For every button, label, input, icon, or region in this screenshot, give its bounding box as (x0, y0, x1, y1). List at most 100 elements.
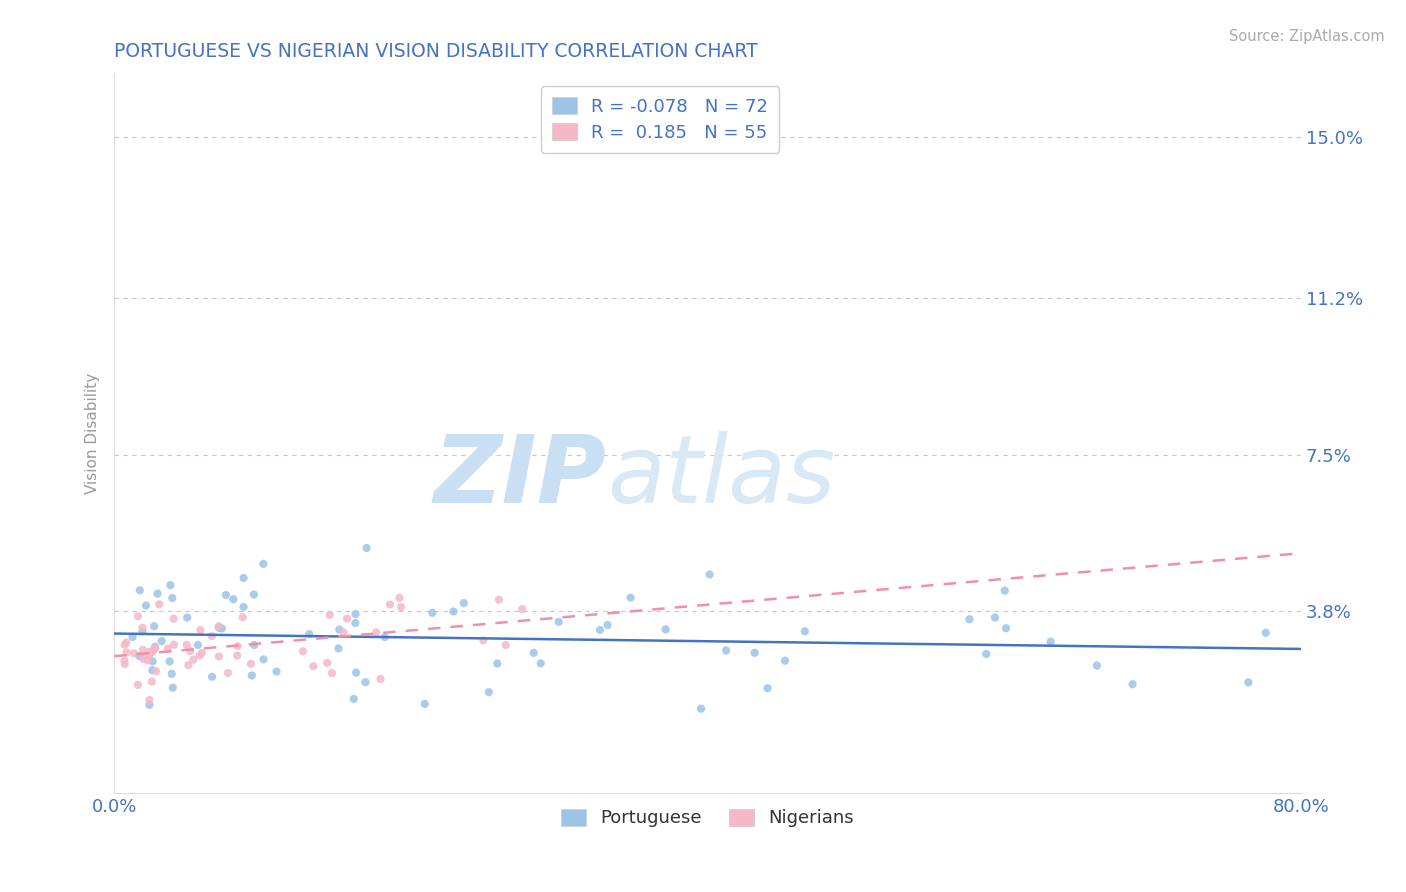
Point (145, 665, 167, 679)
Point (370, 672, 392, 686)
Point (142, 654, 165, 668)
Point (472, 633, 495, 648)
Point (995, 621, 1018, 635)
Point (523, 646, 546, 660)
Point (344, 615, 367, 630)
Point (547, 615, 569, 629)
Point (984, 610, 1007, 624)
Point (292, 644, 315, 658)
Point (163, 638, 186, 652)
Point (389, 600, 412, 615)
Point (793, 624, 815, 639)
Point (240, 668, 263, 682)
Text: PORTUGUESE VS NIGERIAN VISION DISABILITY CORRELATION CHART: PORTUGUESE VS NIGERIAN VISION DISABILITY… (114, 42, 758, 61)
Point (1122, 677, 1144, 691)
Point (354, 675, 377, 690)
Point (336, 612, 359, 626)
Point (217, 666, 239, 681)
Point (150, 634, 173, 648)
Point (298, 627, 321, 641)
Point (495, 638, 517, 652)
Point (232, 571, 254, 585)
Point (239, 657, 262, 671)
Point (443, 605, 465, 619)
Point (1254, 625, 1277, 640)
Point (138, 693, 160, 707)
Point (143, 640, 166, 654)
Point (510, 602, 533, 616)
Point (131, 624, 153, 639)
Point (378, 598, 401, 612)
Point (146, 587, 169, 601)
Point (344, 607, 367, 621)
Point (589, 623, 612, 637)
Point (744, 646, 766, 660)
Point (1039, 634, 1062, 648)
Point (374, 630, 396, 644)
Point (478, 685, 501, 699)
Point (139, 644, 162, 658)
Point (141, 645, 163, 659)
Point (243, 638, 266, 652)
Point (188, 648, 211, 663)
Point (366, 625, 388, 640)
Point (266, 665, 288, 679)
Point (190, 623, 212, 637)
Point (215, 588, 238, 602)
Point (176, 610, 198, 624)
Point (773, 654, 796, 668)
Text: ZIP: ZIP (434, 431, 606, 523)
Point (714, 643, 737, 657)
Point (135, 599, 157, 613)
Point (420, 606, 443, 620)
Point (619, 591, 641, 605)
Point (319, 607, 342, 622)
Point (142, 643, 165, 657)
Point (222, 592, 245, 607)
Point (114, 638, 136, 652)
Point (356, 541, 378, 555)
Legend: Portuguese, Nigerians: Portuguese, Nigerians (554, 802, 862, 835)
Point (132, 652, 155, 666)
Point (114, 657, 136, 671)
Point (177, 658, 200, 673)
Point (191, 646, 214, 660)
Point (208, 621, 231, 635)
Point (162, 612, 184, 626)
Point (122, 646, 145, 660)
Point (162, 591, 184, 605)
Point (302, 659, 325, 673)
Point (486, 657, 509, 671)
Point (141, 663, 163, 677)
Point (328, 623, 350, 637)
Point (1237, 675, 1260, 690)
Point (316, 656, 339, 670)
Point (156, 641, 179, 656)
Point (344, 665, 367, 680)
Point (114, 654, 136, 668)
Point (208, 649, 231, 664)
Point (115, 635, 138, 649)
Point (127, 609, 149, 624)
Point (211, 621, 233, 635)
Point (343, 692, 366, 706)
Point (176, 638, 198, 652)
Text: Source: ZipAtlas.com: Source: ZipAtlas.com (1229, 29, 1385, 44)
Point (328, 641, 350, 656)
Point (332, 625, 354, 640)
Point (388, 591, 411, 605)
Point (132, 642, 155, 657)
Point (232, 599, 254, 614)
Point (994, 583, 1017, 598)
Point (162, 681, 184, 695)
Point (243, 587, 266, 601)
Point (138, 698, 160, 712)
Point (159, 578, 181, 592)
Point (226, 648, 249, 663)
Text: atlas: atlas (606, 431, 835, 522)
Point (690, 701, 713, 715)
Point (488, 592, 510, 607)
Point (179, 644, 201, 658)
Point (136, 653, 159, 667)
Point (138, 648, 160, 662)
